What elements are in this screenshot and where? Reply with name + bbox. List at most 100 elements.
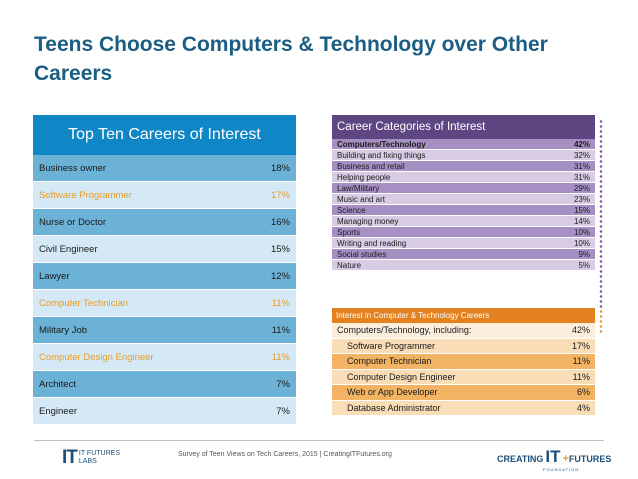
logo-creating-text: CREATING bbox=[497, 454, 544, 464]
row-label: Law/Military bbox=[337, 183, 380, 193]
table-row: Civil Engineer 15% bbox=[33, 236, 296, 263]
table-row: Software Programmer 17% bbox=[33, 182, 296, 209]
row-label: Helping people bbox=[337, 172, 391, 182]
row-label: Web or App Developer bbox=[347, 387, 438, 398]
row-label: Nurse or Doctor bbox=[39, 216, 107, 228]
row-label: Managing money bbox=[337, 216, 399, 226]
table-row: Nature 5% bbox=[332, 260, 595, 271]
table-row: Computer Technician 11% bbox=[332, 354, 595, 370]
purple-dotted-connector bbox=[598, 119, 604, 309]
table-row: Computer Technician 11% bbox=[33, 290, 296, 317]
row-value: 11% bbox=[271, 297, 290, 309]
row-label: Writing and reading bbox=[337, 238, 407, 248]
logo-foundation-text: FOUNDATION bbox=[543, 467, 580, 472]
row-label: Military Job bbox=[39, 324, 88, 336]
row-value: 29% bbox=[573, 183, 590, 193]
it-logo-mark: IT bbox=[62, 447, 78, 468]
row-value: 12% bbox=[270, 270, 290, 282]
row-label: Sports bbox=[337, 227, 361, 237]
row-value: 18% bbox=[270, 162, 290, 174]
tech-careers-table: Interest in Computer & Technology Career… bbox=[332, 308, 595, 416]
row-value: 17% bbox=[270, 189, 290, 201]
row-value: 23% bbox=[573, 194, 590, 204]
table-row: Computer Design Engineer 11% bbox=[33, 344, 296, 371]
table-row: Science 15% bbox=[332, 205, 595, 216]
row-label: Computer Design Engineer bbox=[347, 371, 456, 382]
row-label: Architect bbox=[39, 378, 76, 390]
row-label: Computer Technician bbox=[39, 297, 129, 309]
row-value: 42% bbox=[571, 325, 590, 336]
logo-it-text: IT bbox=[545, 447, 561, 466]
table-row: Business and retail 31% bbox=[332, 161, 595, 172]
table-row: Law/Military 29% bbox=[332, 183, 595, 194]
row-label: Computer Design Engineer bbox=[39, 351, 154, 363]
it-futures-labs-logo: IT IT FUTURES LABS bbox=[62, 447, 120, 469]
table-row: Web or App Developer 6% bbox=[332, 385, 595, 401]
table-row: Database Administrator 4% bbox=[332, 400, 595, 416]
footer-divider bbox=[34, 440, 604, 441]
row-value: 31% bbox=[573, 172, 590, 182]
row-label: Social studies bbox=[337, 249, 387, 259]
footer-source-text: Survey of Teen Views on Tech Careers, 20… bbox=[178, 451, 392, 458]
row-value: 11% bbox=[572, 356, 590, 367]
it-futures-labs-text: IT FUTURES LABS bbox=[79, 450, 120, 466]
table-row: Social studies 9% bbox=[332, 249, 595, 260]
row-label: Lawyer bbox=[39, 270, 70, 282]
row-label: Engineer bbox=[39, 405, 78, 417]
row-value: 11% bbox=[271, 324, 290, 336]
row-label: Database Administrator bbox=[347, 402, 441, 413]
top-ten-careers-header: Top Ten Careers of Interest bbox=[33, 115, 296, 155]
row-value: 4% bbox=[576, 402, 590, 413]
table-row: Lawyer 12% bbox=[33, 263, 296, 290]
page-title: Teens Choose Computers & Technology over… bbox=[34, 33, 548, 85]
row-value: 31% bbox=[573, 161, 590, 171]
table-row: Writing and reading 10% bbox=[332, 238, 595, 249]
table-row: Sports 10% bbox=[332, 227, 595, 238]
row-value: 5% bbox=[578, 260, 590, 270]
row-value: 17% bbox=[571, 340, 590, 351]
tech-careers-header: Interest in Computer & Technology Career… bbox=[332, 308, 595, 323]
row-label: Computer Technician bbox=[347, 356, 432, 367]
career-categories-header: Career Categories of Interest bbox=[332, 115, 595, 139]
row-label: Computers/Technology bbox=[337, 139, 426, 149]
table-row: Helping people 31% bbox=[332, 172, 595, 183]
row-value: 16% bbox=[270, 216, 290, 228]
row-value: 15% bbox=[573, 205, 590, 215]
logo-futures-text: FUTURES bbox=[568, 454, 612, 464]
row-label: Nature bbox=[337, 260, 362, 270]
row-value: 7% bbox=[276, 378, 290, 390]
table-row: Music and art 23% bbox=[332, 194, 595, 205]
table-row: Engineer 7% bbox=[33, 398, 296, 425]
row-value: 11% bbox=[572, 371, 590, 382]
row-label: Building and fixing things bbox=[337, 150, 426, 160]
table-row: Architect 7% bbox=[33, 371, 296, 398]
row-label: Science bbox=[337, 205, 366, 215]
row-label: Software Programmer bbox=[39, 189, 132, 201]
row-value: 6% bbox=[576, 387, 590, 398]
table-row: Managing money 14% bbox=[332, 216, 595, 227]
table-row: Computers/Technology, including: 42% bbox=[332, 323, 595, 339]
row-value: 42% bbox=[573, 139, 590, 149]
row-label: Civil Engineer bbox=[39, 243, 98, 255]
logo-line-2: LABS bbox=[78, 458, 97, 465]
row-value: 10% bbox=[573, 238, 590, 248]
row-value: 9% bbox=[578, 249, 590, 259]
table-row: Nurse or Doctor 16% bbox=[33, 209, 296, 236]
table-row: Military Job 11% bbox=[33, 317, 296, 344]
career-categories-table: Career Categories of Interest Computers/… bbox=[332, 115, 595, 271]
top-ten-careers-table: Top Ten Careers of Interest Business own… bbox=[33, 115, 296, 425]
row-value: 7% bbox=[276, 405, 290, 417]
table-row: Building and fixing things 32% bbox=[332, 150, 595, 161]
table-row: Business owner 18% bbox=[33, 155, 296, 182]
row-label: Computers/Technology, including: bbox=[337, 325, 472, 336]
row-value: 32% bbox=[573, 150, 590, 160]
logo-line-1: IT FUTURES bbox=[78, 450, 120, 457]
row-label: Business owner bbox=[39, 162, 107, 174]
row-label: Business and retail bbox=[337, 161, 405, 171]
tech-careers-title: Interest in Computer & Technology Career… bbox=[332, 308, 540, 323]
table-row: Computers/Technology 42% bbox=[332, 139, 595, 150]
row-value: 15% bbox=[270, 243, 290, 255]
row-value: 11% bbox=[271, 351, 290, 363]
header-blank-cell bbox=[540, 308, 595, 323]
creating-it-futures-logo: CREATING IT + FUTURES bbox=[497, 447, 611, 467]
